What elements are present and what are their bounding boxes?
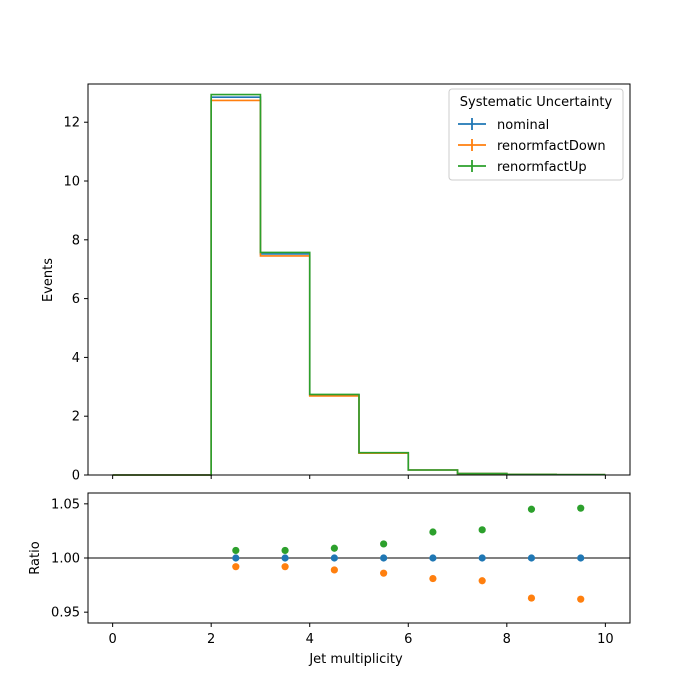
main-y-tick-label: 4 <box>72 351 80 366</box>
main-y-tick-label: 10 <box>63 175 80 190</box>
ratio-point-nominal <box>330 554 338 562</box>
legend-label-renormfactUp: renormfactUp <box>497 160 587 175</box>
ratio-point-nominal <box>577 554 585 562</box>
legend-entry-nominal: nominal <box>458 118 549 133</box>
ratio-point-renormfactUp <box>330 544 338 552</box>
ratio-point-renormfactUp <box>429 528 437 536</box>
ratio-point-nominal <box>232 554 240 562</box>
legend-entry-renormfactUp: renormfactUp <box>458 160 587 175</box>
ratio-points <box>232 504 585 603</box>
ratio-point-renormfactDown <box>380 569 388 577</box>
ratio-point-renormfactDown <box>281 563 289 571</box>
legend-box <box>448 88 624 181</box>
ratio-point-renormfactDown <box>577 595 585 603</box>
ratio-point-renormfactDown <box>232 563 240 571</box>
ratio-point-renormfactDown <box>429 574 437 583</box>
ratio-point-nominal <box>478 554 486 562</box>
ratio-point-nominal <box>281 554 289 562</box>
ratio-x-ticks: 0 2 4 6 8 10 <box>108 623 614 647</box>
legend-entries: nominal renormfactDown renormfactUp <box>458 118 606 175</box>
ratio-point-renormfactDown <box>330 566 338 574</box>
ratio-x-tick-label: 0 <box>108 632 116 647</box>
ratio-x-tick-label: 10 <box>597 632 614 647</box>
ratio-point-nominal <box>380 554 388 562</box>
ratio-point-nominal <box>429 554 437 562</box>
histogram-lines <box>112 93 606 476</box>
legend: Systematic Uncertainty nominal renormfact… <box>448 88 624 181</box>
ratio-point-renormfactUp <box>527 505 536 513</box>
ratio-y-tick-label: 0.95 <box>51 606 80 621</box>
ratio-point-renormfactUp <box>232 546 240 555</box>
x-axis-label: Jet multiplicity <box>308 652 403 667</box>
main-y-ticks: 0 2 4 6 8 10 12 <box>63 116 88 484</box>
main-y-tick-label: 12 <box>63 116 80 131</box>
main-y-axis-label: Events <box>41 258 56 302</box>
main-x-ticks <box>112 475 606 479</box>
ratio-x-tick-label: 2 <box>207 632 215 647</box>
main-panel-frame <box>87 83 631 476</box>
ratio-point-renormfactUp <box>380 540 388 548</box>
ratio-point-renormfactUp <box>478 526 486 534</box>
main-y-tick-label: 2 <box>72 410 80 425</box>
ratio-panel: 0 2 4 6 8 10 0.95 1.00 1.05 Ratio Jet multiplic… <box>28 492 631 667</box>
ratio-point-renormfactDown <box>478 577 486 585</box>
main-histogram-panel: 0 2 4 6 8 10 12 Events Systematic Uncertainty … <box>41 83 631 484</box>
legend-title: Systematic Uncertainty <box>460 95 613 110</box>
ratio-point-nominal <box>527 554 536 562</box>
main-y-tick-label: 0 <box>72 469 80 484</box>
ratio-y-ticks: 0.95 1.00 1.05 <box>51 497 88 621</box>
main-y-tick-label: 8 <box>72 233 80 248</box>
main-y-tick-label: 6 <box>72 292 80 307</box>
ratio-point-renormfactDown <box>527 594 536 602</box>
legend-entry-renormfactDown: renormfactDown <box>458 139 606 154</box>
ratio-point-renormfactUp <box>281 546 289 555</box>
ratio-x-tick-label: 6 <box>404 632 412 647</box>
ratio-x-tick-label: 4 <box>306 632 314 647</box>
ratio-y-tick-label: 1.00 <box>51 552 80 567</box>
legend-label-renormfactDown: renormfactDown <box>497 139 606 154</box>
ratio-y-tick-label: 1.05 <box>51 497 80 512</box>
ratio-point-renormfactUp <box>577 504 585 512</box>
histogram-line-renormfactUp <box>112 93 606 476</box>
ratio-x-tick-label: 8 <box>503 632 511 647</box>
legend-label-nominal: nominal <box>497 118 549 133</box>
ratio-y-axis-label: Ratio <box>28 541 43 574</box>
